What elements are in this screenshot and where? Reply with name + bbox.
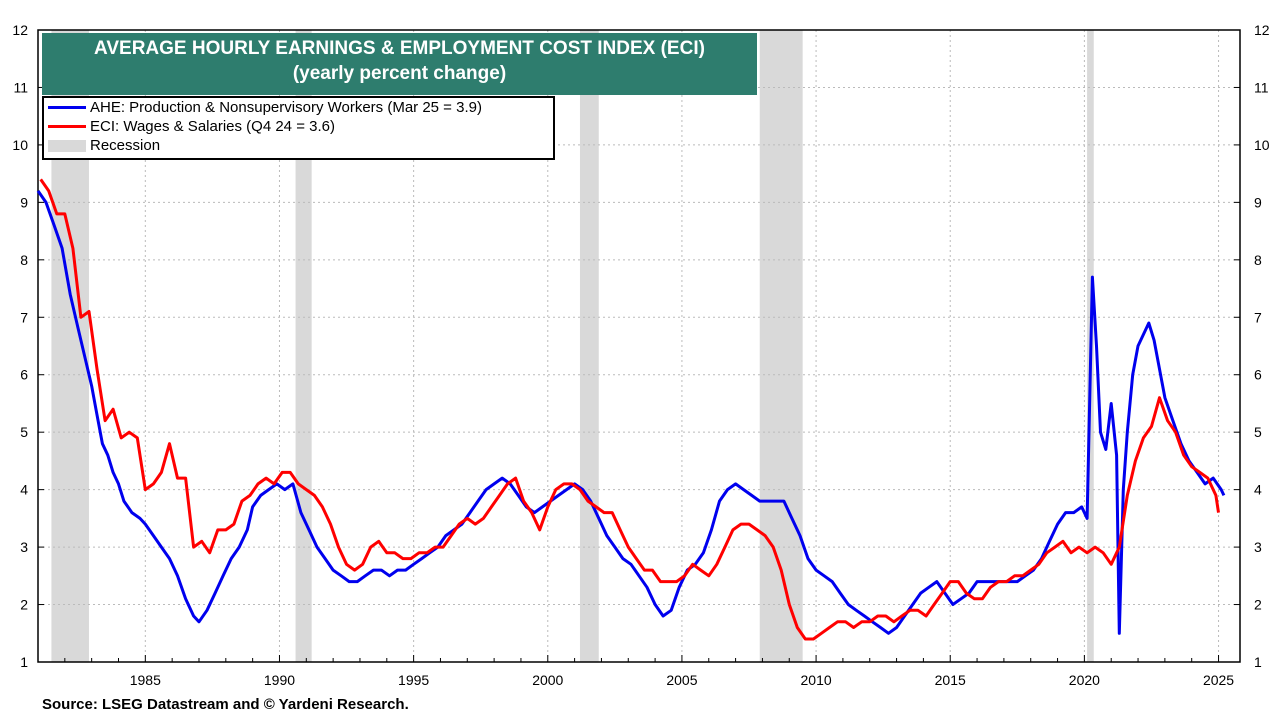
legend-swatch-eci	[48, 125, 86, 128]
legend-item-ahe: AHE: Production & Nonsupervisory Workers…	[44, 99, 553, 117]
recession-band-2	[579, 30, 599, 662]
legend-swatch-recession	[48, 140, 86, 152]
xtick-label-1995: 1995	[398, 672, 429, 688]
ytick-label-left-10: 10	[12, 137, 28, 153]
ytick-label-right-6: 6	[1254, 367, 1262, 383]
ytick-label-right-3: 3	[1254, 539, 1262, 555]
ytick-label-right-10: 10	[1254, 137, 1270, 153]
xtick-label-2020: 2020	[1069, 672, 1100, 688]
xtick-label-1985: 1985	[130, 672, 161, 688]
legend-swatch-ahe	[48, 106, 86, 109]
recession-band-3	[759, 30, 803, 662]
ytick-label-left-2: 2	[20, 597, 28, 613]
ytick-label-right-2: 2	[1254, 597, 1262, 613]
xtick-label-2000: 2000	[532, 672, 563, 688]
xtick-label-2015: 2015	[935, 672, 966, 688]
ytick-label-right-12: 12	[1254, 22, 1270, 38]
ytick-label-left-4: 4	[20, 482, 28, 498]
xtick-label-1990: 1990	[264, 672, 295, 688]
ytick-label-right-1: 1	[1254, 654, 1262, 670]
chart-title-box: AVERAGE HOURLY EARNINGS & EMPLOYMENT COS…	[42, 33, 757, 95]
ytick-label-left-3: 3	[20, 539, 28, 555]
x-axis: 1985 1990 1995 2000 2005 2010 2015 2020 2025	[37, 655, 1234, 688]
chart-subtitle: (yearly percent change)	[292, 63, 507, 84]
ytick-label-right-8: 8	[1254, 252, 1262, 268]
xtick-label-2005: 2005	[666, 672, 697, 688]
series-ahe-line	[36, 190, 1226, 635]
ytick-label-left-7: 7	[20, 309, 28, 325]
ytick-label-right-7: 7	[1254, 309, 1262, 325]
ytick-label-right-5: 5	[1254, 424, 1262, 440]
legend-label-recession: Recession	[90, 137, 161, 154]
source-note: Source: LSEG Datastream and © Yardeni Re…	[42, 696, 409, 713]
ytick-label-right-9: 9	[1254, 194, 1262, 210]
ytick-label-right-11: 11	[1254, 79, 1269, 95]
ytick-label-left-12: 12	[12, 22, 28, 38]
xtick-label-2010: 2010	[801, 672, 832, 688]
legend-item-recession: Recession	[44, 137, 553, 155]
chart-title: AVERAGE HOURLY EARNINGS & EMPLOYMENT COS…	[94, 38, 705, 59]
ytick-label-right-4: 4	[1254, 482, 1262, 498]
legend: AHE: Production & Nonsupervisory Workers…	[42, 96, 555, 160]
xtick-label-2025: 2025	[1203, 672, 1234, 688]
legend-label-ahe: AHE: Production & Nonsupervisory Workers…	[90, 99, 482, 116]
series-eci-line	[39, 178, 1220, 641]
ytick-label-left-6: 6	[20, 367, 28, 383]
plot-frame	[37, 29, 1241, 663]
legend-label-eci: ECI: Wages & Salaries (Q4 24 = 3.6)	[90, 118, 335, 135]
ytick-label-left-11: 11	[13, 79, 28, 95]
ytick-label-left-8: 8	[20, 252, 28, 268]
ytick-label-left-1: 1	[20, 654, 28, 670]
ytick-label-left-9: 9	[20, 194, 28, 210]
ytick-label-left-5: 5	[20, 424, 28, 440]
legend-item-eci: ECI: Wages & Salaries (Q4 24 = 3.6)	[44, 118, 553, 136]
series-lines	[36, 178, 1226, 641]
